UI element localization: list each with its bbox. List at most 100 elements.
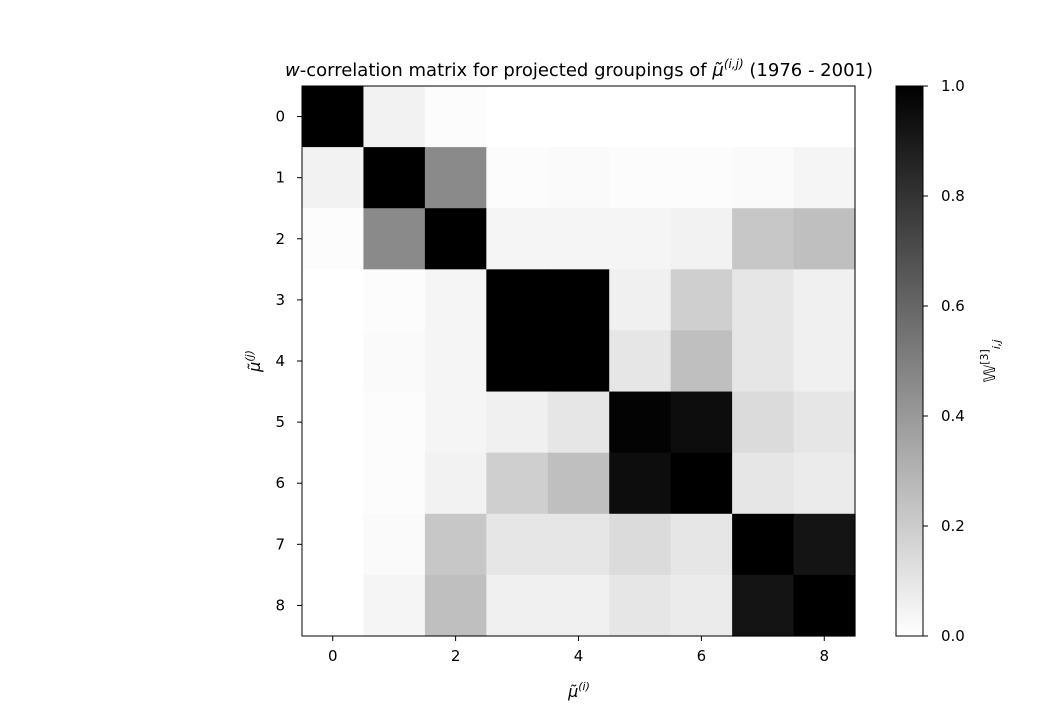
x-tick-label-4: 4 (574, 647, 584, 665)
heatmap-cell-0-2 (424, 86, 487, 148)
heatmap-cell-3-8 (793, 269, 856, 332)
heatmap-cell-1-7 (732, 147, 795, 209)
x-tick-label-8: 8 (820, 647, 830, 665)
colorbar-ticks: 0.0 0.2 0.4 0.6 0.8 1.0 (923, 77, 965, 645)
heatmap-cell-0-1 (363, 86, 426, 148)
heatmap-cell-7-2 (424, 513, 487, 576)
heatmap-cell-0-7 (732, 86, 795, 148)
heatmap-cell-0-0 (302, 86, 365, 148)
heatmap-cell-8-7 (732, 574, 795, 637)
heatmap-cell-3-2 (424, 269, 487, 332)
chart-title-years: (1976 - 2001) (744, 60, 873, 81)
heatmap-cell-0-8 (793, 86, 856, 148)
heatmap-cell-6-4 (547, 452, 610, 515)
x-tick-label-0: 0 (328, 647, 338, 665)
heatmap-cell-5-6 (670, 391, 733, 454)
colorbar-tick-label-0.0: 0.0 (941, 627, 965, 645)
x-axis-label-base: μ̃ (567, 682, 578, 701)
chart-title-superscript: (i,j) (724, 57, 744, 71)
heatmap-cell-1-1 (363, 147, 426, 209)
heatmap-cell-7-6 (670, 513, 733, 576)
x-tick-label-2: 2 (451, 647, 461, 665)
y-axis-label-base: μ̃ (245, 362, 264, 373)
heatmap-cell-5-7 (732, 391, 795, 454)
x-tick-label-6: 6 (697, 647, 707, 665)
y-tick-label-2: 2 (275, 230, 285, 248)
heatmap-cell-7-5 (609, 513, 672, 576)
heatmap-cell-6-2 (424, 452, 487, 515)
heatmap-cell-1-8 (793, 147, 856, 209)
y-tick-label-6: 6 (275, 474, 285, 492)
heatmap-cell-5-5 (609, 391, 672, 454)
chart-title-italic-w: w (285, 60, 300, 81)
heatmap-cell-8-3 (486, 574, 549, 637)
heatmap-cell-2-0 (302, 208, 365, 270)
y-tick-label-0: 0 (275, 108, 285, 126)
chart-title: w-correlation matrix for projected group… (285, 57, 873, 81)
colorbar-label: 𝕎[3]i,j (978, 339, 1003, 383)
heatmap-cell-7-4 (547, 513, 610, 576)
heatmap-cell-6-1 (363, 452, 426, 515)
y-tick-label-8: 8 (275, 596, 285, 614)
heatmap-cell-3-4 (547, 269, 610, 332)
heatmap-cell-2-2 (424, 208, 487, 270)
heatmap-cell-0-3 (486, 86, 549, 148)
y-tick-label-7: 7 (275, 535, 285, 553)
heatmap-cell-5-2 (424, 391, 487, 454)
colorbar-label-sub: i,j (990, 339, 1003, 350)
heatmap-cell-3-5 (609, 269, 672, 332)
heatmap-cell-8-1 (363, 574, 426, 637)
heatmap-cell-6-3 (486, 452, 549, 515)
heatmap-cell-4-6 (670, 330, 733, 393)
heatmap-cell-8-8 (793, 574, 856, 637)
heatmap-cells (302, 86, 856, 637)
heatmap-cell-5-8 (793, 391, 856, 454)
y-tick-label-3: 3 (275, 291, 285, 309)
heatmap-cell-1-5 (609, 147, 672, 209)
heatmap-cell-5-0 (302, 391, 365, 454)
chart-title-main: -correlation matrix for projected groupi… (300, 60, 713, 81)
colorbar-tick-label-1.0: 1.0 (941, 77, 965, 95)
heatmap-cell-1-2 (424, 147, 487, 209)
heatmap-cell-6-6 (670, 452, 733, 515)
heatmap-cell-4-8 (793, 330, 856, 393)
heatmap-cell-4-2 (424, 330, 487, 393)
x-axis-label: μ̃(i) (567, 680, 590, 701)
heatmap-cell-7-8 (793, 513, 856, 576)
heatmap-cell-0-6 (670, 86, 733, 148)
heatmap-cell-3-3 (486, 269, 549, 332)
heatmap-cell-6-7 (732, 452, 795, 515)
heatmap-cell-6-0 (302, 452, 365, 515)
heatmap-cell-7-1 (363, 513, 426, 576)
heatmap-cell-8-6 (670, 574, 733, 637)
colorbar-tick-label-0.8: 0.8 (941, 187, 965, 205)
colorbar-label-sup: [3] (978, 349, 991, 365)
heatmap-cell-3-6 (670, 269, 733, 332)
heatmap-cell-2-7 (732, 208, 795, 270)
heatmap-cell-5-1 (363, 391, 426, 454)
heatmap-cell-4-0 (302, 330, 365, 393)
heatmap-cell-7-7 (732, 513, 795, 576)
colorbar (895, 85, 924, 637)
heatmap-cell-4-4 (547, 330, 610, 393)
x-axis-ticks: 0 2 4 6 8 (328, 636, 829, 665)
heatmap-cell-3-0 (302, 269, 365, 332)
y-tick-label-1: 1 (275, 169, 285, 187)
heatmap-cell-3-1 (363, 269, 426, 332)
heatmap-cell-3-7 (732, 269, 795, 332)
y-axis-label: μ̃(j) (243, 350, 264, 373)
colorbar-tick-label-0.2: 0.2 (941, 517, 965, 535)
heatmap-cell-2-6 (670, 208, 733, 270)
colorbar-label-base: 𝕎 (980, 364, 999, 382)
heatmap-cell-6-8 (793, 452, 856, 515)
heatmap-cell-2-5 (609, 208, 672, 270)
colorbar-tick-label-0.4: 0.4 (941, 407, 965, 425)
heatmap-cell-2-3 (486, 208, 549, 270)
heatmap-cell-8-2 (424, 574, 487, 637)
heatmap-cell-2-8 (793, 208, 856, 270)
heatmap-cell-4-5 (609, 330, 672, 393)
heatmap-cell-2-4 (547, 208, 610, 270)
y-axis-ticks: 0 1 2 3 4 5 6 7 8 (275, 108, 302, 614)
y-tick-label-4: 4 (275, 352, 285, 370)
